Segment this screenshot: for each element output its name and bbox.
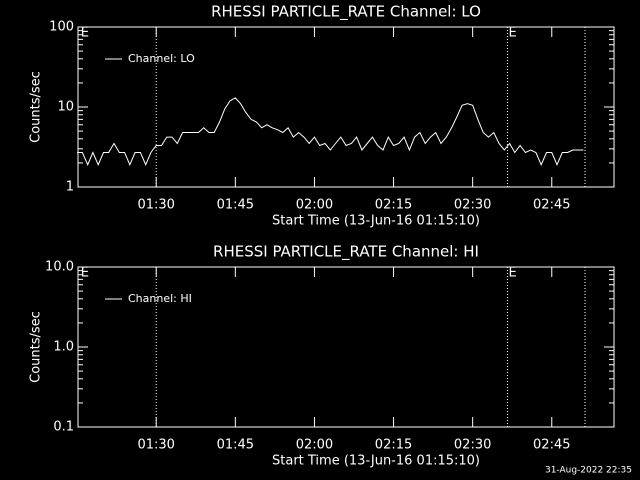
x-tick-label: 02:30 (454, 198, 491, 213)
x-tick-label: 01:45 (217, 198, 254, 213)
annotation: E (81, 26, 89, 41)
x-tick-label: 01:30 (137, 438, 174, 453)
chart-title: RHESSI PARTICLE_RATE Channel: HI (213, 243, 479, 262)
x-axis-label: Start Time (13-Jun-16 01:15:10) (272, 214, 480, 229)
y-axis-label: Counts/sec (29, 71, 44, 143)
x-tick-label: 02:45 (533, 198, 570, 213)
y-tick-label: 100 (49, 20, 74, 35)
x-tick-label: 02:30 (454, 438, 491, 453)
plot-frame (77, 266, 615, 428)
x-tick-label: 02:45 (533, 438, 570, 453)
annotation: E (508, 266, 516, 281)
y-tick-label: 0.1 (53, 420, 74, 435)
annotation: E (508, 26, 516, 41)
y-tick-label: 10.0 (45, 260, 74, 275)
y-tick-label: 10 (57, 100, 74, 115)
x-tick-label: 02:15 (375, 438, 412, 453)
chart-title: RHESSI PARTICLE_RATE Channel: LO (211, 3, 481, 22)
x-tick-label: 01:30 (137, 198, 174, 213)
x-tick-label: 02:00 (296, 198, 333, 213)
y-axis-label: Counts/sec (29, 311, 44, 383)
x-tick-label: 02:00 (296, 438, 333, 453)
y-tick-label: 1.0 (53, 340, 74, 355)
annotation: E (81, 266, 89, 281)
plot-frame (77, 26, 615, 188)
legend-label: Channel: LO (128, 52, 195, 65)
x-tick-label: 01:45 (217, 438, 254, 453)
y-tick-label: 1 (66, 180, 74, 195)
x-tick-label: 02:15 (375, 198, 412, 213)
footer: 31-Aug-2022 22:35 (545, 466, 632, 476)
x-axis-label: Start Time (13-Jun-16 01:15:10) (272, 454, 480, 469)
data-line (77, 97, 584, 166)
legend-label: Channel: HI (128, 292, 192, 305)
